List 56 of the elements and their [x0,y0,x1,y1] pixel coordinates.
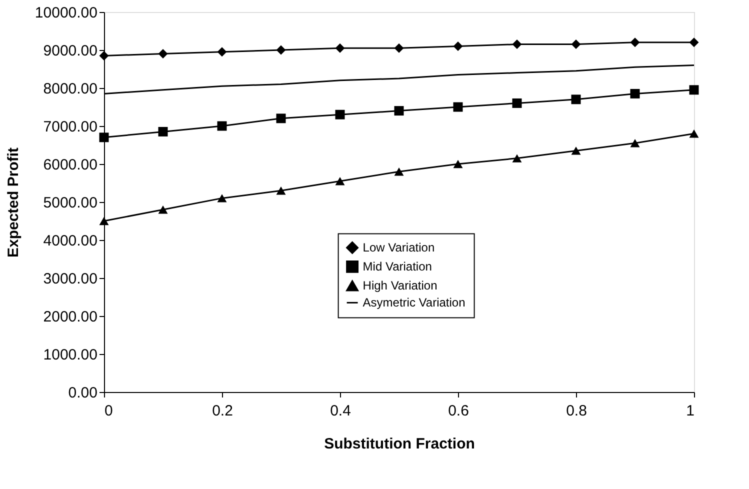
point [571,40,581,50]
point [99,50,109,60]
point [158,126,168,136]
point [571,94,581,104]
y-tick-label: 5000.00 [43,194,98,212]
x-tick-label: 0.6 [448,402,469,420]
point [335,110,345,120]
legend-label: Mid Variation [362,260,432,274]
point [335,176,345,186]
point [512,154,522,162]
point [512,98,522,108]
point [394,106,404,116]
point [689,85,699,95]
x-tick-label: 0.2 [212,402,233,420]
point [453,41,463,51]
y-tick-label: 1000.00 [43,346,98,364]
point [158,205,168,214]
point [276,114,286,124]
y-tick-label: 10000.00 [34,4,98,22]
x-tick-label: 0.8 [566,402,587,420]
point [99,216,109,226]
legend-label: Asymetric Variation [362,296,466,310]
point [571,146,581,155]
y-axis-title: Expected Profit [4,147,22,258]
point [630,38,640,48]
point [217,47,227,57]
point [630,88,640,98]
point [217,121,227,131]
point [689,129,699,138]
point [217,194,227,202]
legend-label: Low Variation [362,240,435,255]
y-tick-label: 6000.00 [43,156,98,174]
x-tick-label: 0.4 [330,402,351,420]
point [453,160,463,168]
point [158,49,168,59]
y-tick-label: 0.00 [68,384,98,402]
point [335,43,345,53]
point [394,43,404,53]
x-axis-title: Substitution Fraction [324,436,475,452]
x-tick-label: 1 [686,402,694,420]
point [276,186,286,195]
point [394,167,404,176]
point [689,38,699,48]
y-tick-label: 8000.00 [43,80,98,98]
point [453,102,463,112]
y-tick-label: 2000.00 [43,308,98,326]
y-tick-label: 7000.00 [43,118,98,136]
y-tick-label: 9000.00 [43,42,98,60]
point [512,40,522,50]
y-tick-label: 4000.00 [43,232,98,250]
x-tick-label: 0 [104,402,113,420]
point [276,45,286,55]
legend-label: High Variation [362,278,438,293]
point [99,132,109,142]
point [630,138,640,148]
y-tick-label: 3000.00 [43,270,98,288]
